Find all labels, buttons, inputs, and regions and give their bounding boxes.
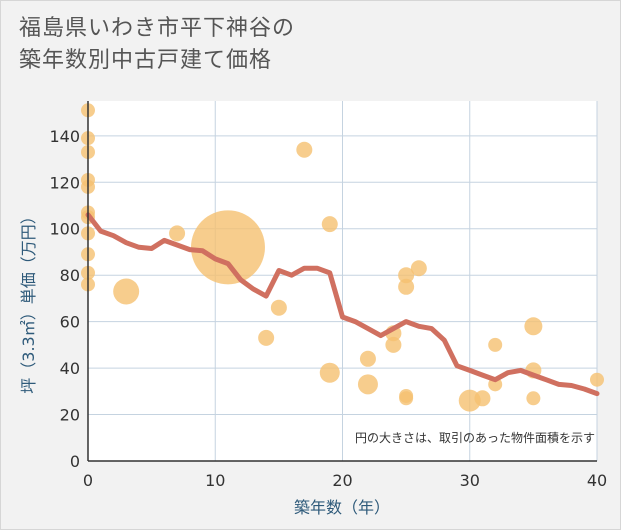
data-point: [296, 141, 313, 158]
y-tick-label: 0: [70, 452, 80, 471]
x-axis-label: 築年数（年）: [294, 498, 390, 517]
bubble-layer: [81, 103, 604, 412]
title-line-2: 築年数別中古戸建て価格: [19, 48, 273, 73]
tick-labels: 0 10 20 30 40 0 20 40 60 80 100 120 140: [49, 127, 607, 490]
data-point: [398, 267, 415, 284]
data-point: [399, 391, 414, 406]
size-note: 円の大きさは、取引のあった物件面積を示す: [355, 430, 595, 445]
trend-line: [85, 212, 600, 397]
x-tick-label: 20: [332, 471, 352, 490]
data-point: [488, 337, 503, 352]
x-tick-label: 40: [587, 471, 607, 490]
y-tick-label: 80: [60, 266, 80, 285]
axes: [87, 101, 597, 462]
x-tick-label: 30: [460, 471, 480, 490]
data-point: [270, 299, 287, 316]
data-point: [321, 216, 338, 233]
grid-lines: [88, 101, 598, 461]
data-point: [526, 391, 541, 406]
data-point: [398, 278, 415, 295]
data-point: [258, 329, 275, 346]
title-line-1: 福島県いわき市平下神谷の: [19, 16, 296, 41]
data-point: [319, 362, 340, 383]
y-tick-label: 100: [49, 220, 80, 239]
data-point: [474, 390, 491, 407]
data-point: [169, 225, 186, 242]
data-point: [410, 260, 427, 277]
data-point: [590, 372, 604, 387]
data-point: [113, 278, 140, 305]
data-point: [359, 350, 376, 367]
data-point: [524, 317, 543, 336]
data-point: [385, 336, 402, 353]
data-point: [357, 374, 378, 395]
y-tick-label: 40: [60, 359, 80, 378]
data-point: [190, 210, 265, 285]
y-tick-label: 20: [60, 406, 80, 425]
y-tick-label: 140: [49, 127, 80, 146]
y-axis-label: 坪（3.3㎡）単価（万円）: [19, 208, 38, 393]
x-tick-label: 0: [83, 471, 93, 490]
x-tick-label: 10: [205, 471, 225, 490]
chart-title: 福島県いわき市平下神谷の 築年数別中古戸建て価格: [19, 13, 295, 77]
y-tick-label: 60: [60, 313, 80, 332]
y-tick-label: 120: [49, 173, 80, 192]
